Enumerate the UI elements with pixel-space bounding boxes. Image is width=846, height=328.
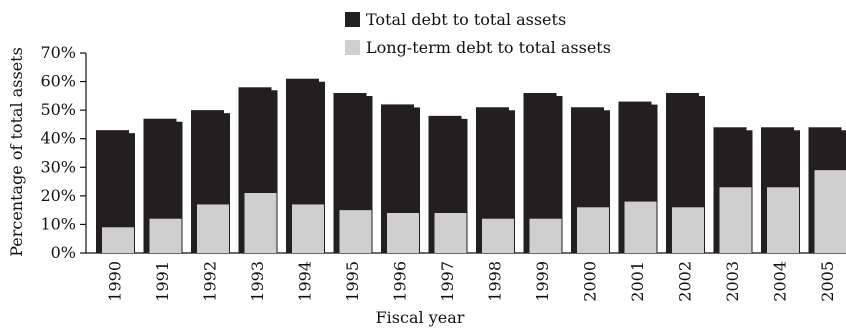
x-axis-title: Fiscal year: [376, 308, 465, 327]
bar-total-debt-shadow: [604, 110, 610, 254]
bar-total-debt-shadow: [176, 121, 183, 253]
bar-long-term-debt-1997: [434, 213, 467, 253]
x-tick-label: 2000: [581, 261, 600, 302]
x-tick-label: 1993: [248, 261, 267, 302]
y-tick-label: 60%: [40, 72, 76, 91]
x-tick-label: 1992: [201, 261, 220, 302]
bar-total-debt-shadow: [556, 96, 563, 253]
y-tick-label: 20%: [40, 186, 76, 205]
x-tick-label: 2003: [723, 261, 742, 302]
x-tick-label: 2001: [628, 261, 647, 302]
x-tick-label: 1999: [533, 261, 552, 302]
bar-long-term-debt-2002: [672, 207, 704, 253]
bar-long-term-debt-1998: [482, 218, 514, 253]
bar-total-debt-shadow: [414, 107, 420, 253]
bar-total-debt-shadow: [699, 96, 705, 253]
legend-swatch-long-term-debt: [345, 40, 360, 55]
bar-total-debt-shadow: [366, 96, 373, 253]
legend-label-total-debt: Total debt to total assets: [366, 10, 566, 29]
bar-long-term-debt-1992: [197, 204, 229, 253]
y-tick-label: 10%: [40, 214, 76, 233]
bar-total-debt-shadow: [509, 110, 515, 254]
bar-long-term-debt-1993: [244, 193, 277, 253]
y-axis-title: Percentage of total assets: [7, 47, 26, 257]
x-tick-label: 1998: [486, 261, 505, 302]
x-tick-label: 1994: [296, 261, 315, 302]
x-tick-label: 1990: [106, 261, 125, 302]
y-tick-label: 40%: [40, 129, 76, 148]
bars: [96, 78, 846, 254]
x-axis: 1990 1991 1992 1993 1994 1995 1996 1997 1998 1999…: [106, 261, 838, 302]
bar-long-term-debt-1995: [339, 210, 372, 253]
y-tick-label: 0%: [51, 243, 76, 262]
bar-total-debt-shadow: [129, 133, 135, 253]
bar-total-debt-shadow: [651, 104, 658, 253]
legend-label-long-term-debt: Long-term debt to total assets: [366, 38, 611, 57]
y-tick-label: 30%: [40, 157, 76, 176]
bar-long-term-debt-1991: [149, 218, 182, 253]
bar-total-debt-shadow: [224, 113, 230, 254]
bar-total-debt-shadow: [319, 81, 325, 253]
legend-swatch-total-debt: [345, 12, 360, 27]
bar-long-term-debt-2004: [767, 187, 799, 253]
bar-long-term-debt-2005: [814, 170, 846, 253]
x-tick-label: 2005: [818, 261, 837, 302]
bar-long-term-debt-1990: [102, 227, 134, 253]
bar-long-term-debt-2000: [577, 207, 609, 253]
x-tick-label: 1997: [438, 261, 457, 302]
x-tick-label: 1996: [391, 261, 410, 302]
bar-long-term-debt-2003: [719, 187, 752, 253]
x-tick-label: 2004: [771, 261, 790, 302]
x-tick-label: 2002: [676, 261, 695, 302]
y-tick-label: 70%: [40, 43, 76, 62]
x-tick-label: 1991: [153, 261, 172, 302]
x-tick-label: 1995: [343, 261, 362, 302]
y-tick-label: 50%: [40, 100, 76, 119]
bar-long-term-debt-1996: [387, 213, 419, 253]
bar-total-debt-shadow: [461, 118, 468, 253]
bar-total-debt-shadow: [271, 90, 278, 254]
bar-long-term-debt-2001: [624, 201, 657, 253]
bar-long-term-debt-1999: [529, 218, 562, 253]
legend: Total debt to total assets Long-term deb…: [345, 10, 611, 57]
bar-long-term-debt-1994: [292, 204, 324, 253]
